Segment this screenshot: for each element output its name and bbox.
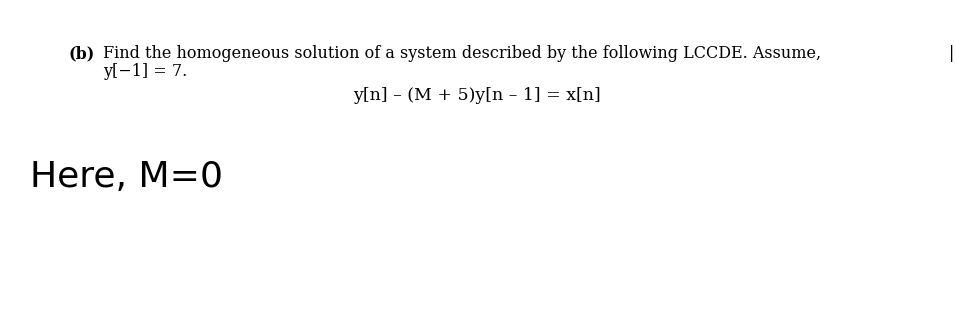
Text: (b): (b) [68, 45, 95, 62]
Text: |: | [948, 45, 954, 62]
Text: Here, M=0: Here, M=0 [30, 160, 223, 194]
Text: y[n] – (M + 5)y[n – 1] = x[n]: y[n] – (M + 5)y[n – 1] = x[n] [353, 87, 601, 104]
Text: Find the homogeneous solution of a system described by the following LCCDE. Assu: Find the homogeneous solution of a syste… [103, 45, 821, 62]
Text: y[−1] = 7.: y[−1] = 7. [103, 63, 187, 80]
